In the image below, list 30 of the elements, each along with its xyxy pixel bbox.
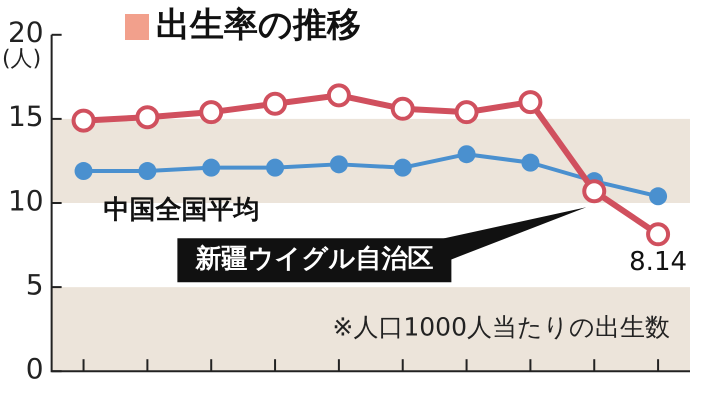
data-label: 8.14 [629, 247, 688, 278]
point [330, 155, 348, 174]
point [263, 92, 288, 116]
point [138, 162, 156, 180]
chart-title: 出生率の推移 [156, 4, 361, 47]
point [266, 158, 284, 177]
y-tick-label: 15 [8, 100, 44, 134]
point [649, 187, 668, 206]
point [199, 100, 224, 124]
point [518, 90, 542, 114]
point [454, 100, 479, 124]
point [394, 158, 412, 177]
point [135, 105, 160, 130]
point [326, 83, 351, 108]
y-tick-label: 0 [26, 352, 44, 386]
y-tick-label: 5 [26, 268, 44, 302]
text: 新疆ウイグル自治区 [194, 244, 434, 274]
y-axis-title: (人) [2, 46, 42, 72]
point [582, 179, 606, 204]
point [202, 158, 220, 177]
point [390, 96, 415, 121]
point [74, 162, 93, 180]
point [521, 154, 540, 172]
point [458, 145, 476, 164]
series-label: 中国全国平均 [104, 194, 260, 225]
y-tick-label: 10 [8, 184, 44, 218]
y-tick-label: 20 [8, 16, 44, 50]
point [72, 108, 96, 133]
annotation: ※人口1000人当たりの出生数 [332, 312, 670, 342]
point [646, 222, 670, 246]
